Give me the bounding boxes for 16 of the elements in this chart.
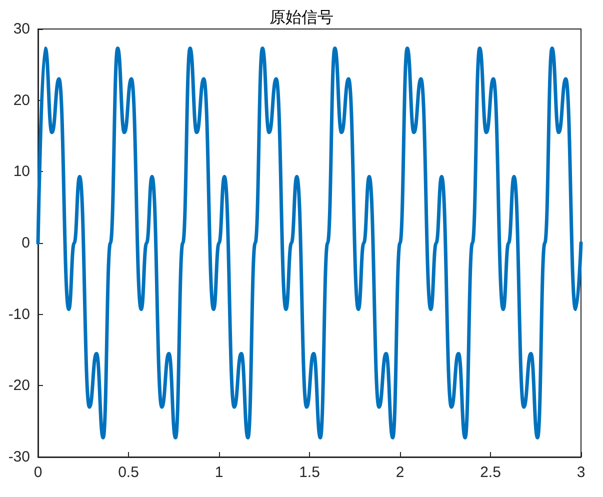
y-tick-label: -20 — [8, 377, 30, 394]
x-tick-label: 0.5 — [118, 464, 139, 481]
x-tick-label: 3 — [576, 464, 586, 481]
y-tick-label: 30 — [13, 20, 30, 38]
x-tick-label: 1.5 — [299, 464, 320, 481]
x-tick-label: 2 — [396, 464, 404, 481]
y-tick-label: -10 — [8, 306, 30, 323]
chart-title: 原始信号 — [270, 8, 334, 26]
y-tick-label: 20 — [13, 92, 30, 109]
x-tick-label: 1 — [214, 464, 224, 481]
line-series — [36, 46, 583, 440]
x-tick-label: 2.5 — [480, 464, 501, 481]
y-tick-label: 0 — [22, 234, 30, 252]
x-tick-label: 0 — [34, 464, 42, 481]
y-tick-label: 10 — [13, 163, 30, 180]
y-tick-label: -30 — [8, 448, 30, 466]
